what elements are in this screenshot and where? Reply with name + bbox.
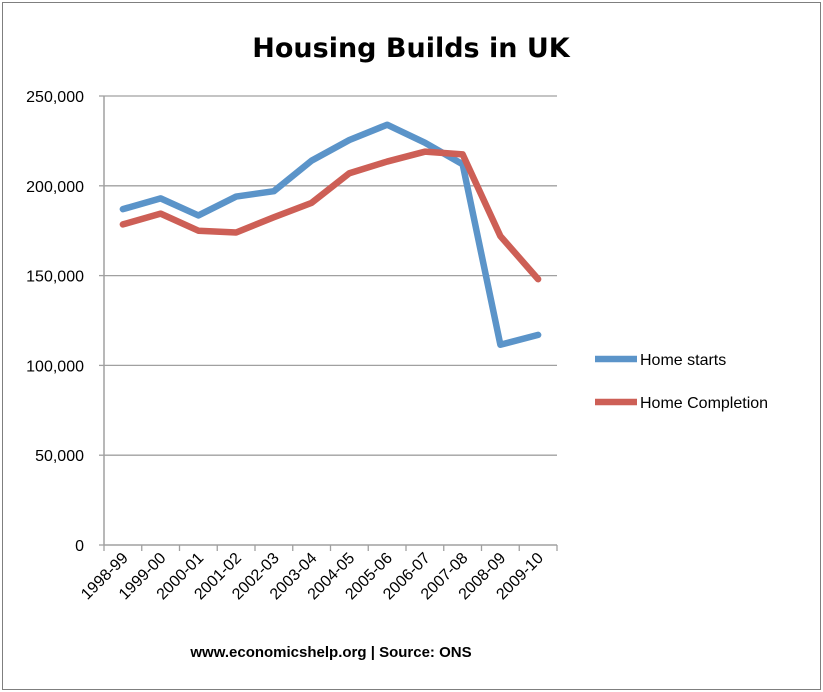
y-tick-label: 150,000 xyxy=(26,269,84,286)
chart-title: Housing Builds in UK xyxy=(252,33,571,64)
chart-footer-source: www.economicshelp.org | Source: ONS xyxy=(189,644,471,661)
y-tick-label: 50,000 xyxy=(35,448,84,465)
y-tick-label: 250,000 xyxy=(26,89,84,106)
series-line-1 xyxy=(119,148,542,283)
series-line-0 xyxy=(119,121,542,348)
y-tick-label: 100,000 xyxy=(26,358,84,375)
y-tick-label: 200,000 xyxy=(26,179,84,196)
legend-label-0: Home starts xyxy=(640,352,726,369)
legend-label-1: Home Completion xyxy=(640,395,768,412)
y-tick-label: 0 xyxy=(75,538,84,555)
